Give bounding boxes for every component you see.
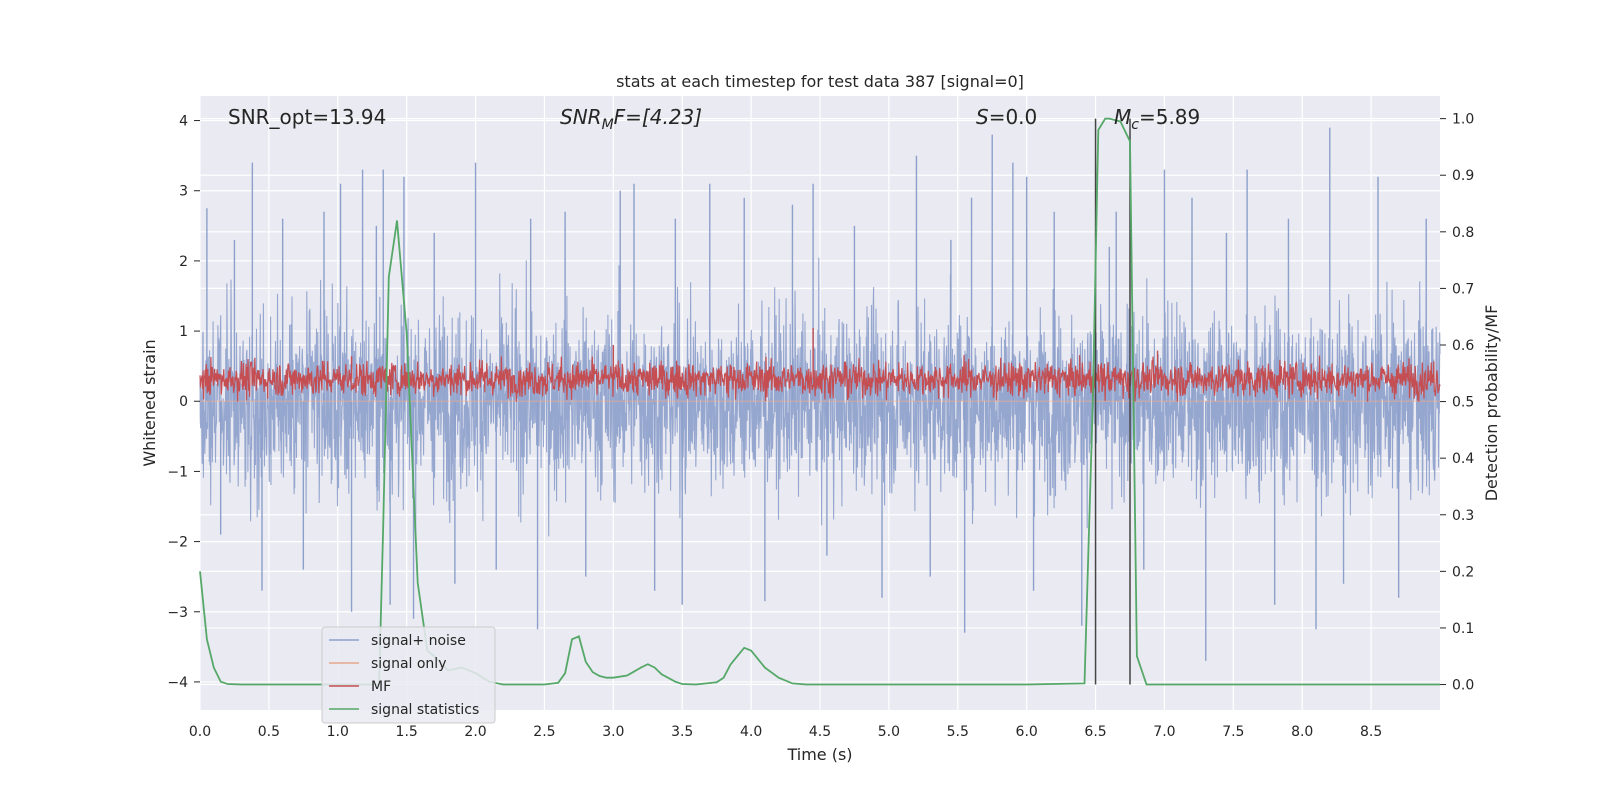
- y-right-tick-label: 0.6: [1452, 338, 1474, 354]
- x-tick-label: 5.5: [947, 724, 969, 740]
- x-tick-label: 7.5: [1222, 724, 1244, 740]
- mc-annotation: Mc=5.89: [1114, 105, 1200, 133]
- legend-label-stats: signal statistics: [371, 702, 479, 718]
- y-right-tick-label: 0.4: [1452, 451, 1474, 467]
- y-right-tick-label: 0.9: [1452, 168, 1474, 184]
- snr-mf-sub: M: [602, 117, 614, 133]
- ticks-layer: 0.0 0.5 1.0 1.5 2.0 2.5 3.0 3.5 4.0 4.5 5.0 5.5 6.0 6…: [167, 112, 1474, 740]
- legend-label-mf: MF: [371, 679, 391, 695]
- y-right-tick-label: 0.1: [1452, 621, 1474, 637]
- series-signal-statistics: [199, 117, 1440, 686]
- x-tick-label: 4.5: [809, 724, 831, 740]
- y-right-tick-label: 1.0: [1452, 112, 1474, 128]
- series-mf: [199, 354, 1441, 402]
- y-tick-label: 2: [179, 254, 188, 270]
- y-tick-label: −3: [167, 605, 188, 621]
- chart-title: stats at each timestep for test data 387…: [616, 72, 1024, 91]
- y-tick-label: −1: [167, 464, 188, 480]
- x-tick-label: 0.0: [189, 724, 211, 740]
- snr-mf-annotation: SNRMF=[4.23]: [560, 105, 702, 133]
- y-tick-label: −4: [167, 675, 188, 691]
- s-rest: =0.0: [989, 105, 1038, 129]
- legend-box: [321, 626, 496, 724]
- y-right-tick-label: 0.5: [1452, 395, 1474, 411]
- y-right-tick-label: 0.3: [1452, 508, 1474, 524]
- series-layer: [199, 117, 1441, 686]
- mc-main: M: [1114, 105, 1131, 129]
- y-right-tick-label: 0.8: [1452, 225, 1474, 241]
- mc-sub: c: [1131, 117, 1139, 133]
- y-axis-label: Whitened strain: [140, 339, 159, 466]
- x-tick-label: 6.0: [1016, 724, 1038, 740]
- x-tick-label: 1.5: [396, 724, 418, 740]
- y-right-axis-label: Detection probability/MF: [1482, 305, 1501, 502]
- snr-mf-rest: F=[4.23]: [614, 105, 702, 129]
- mc-rest: =5.89: [1139, 105, 1200, 129]
- legend-label-noise: signal+ noise: [371, 633, 466, 649]
- s-annotation: S=0.0: [976, 105, 1037, 129]
- snr-opt-annotation: SNR_opt=13.94: [228, 105, 386, 129]
- x-tick-label: 7.0: [1153, 724, 1175, 740]
- s-main: S: [976, 105, 989, 129]
- legend: signal+ noise signal only MF signal stat…: [321, 626, 496, 724]
- y-tick-label: 1: [179, 324, 188, 340]
- legend-label-signal-only: signal only: [371, 656, 446, 672]
- x-axis-label: Time (s): [786, 745, 852, 764]
- y-right-tick-label: 0.7: [1452, 281, 1474, 297]
- x-tick-label: 4.0: [740, 724, 762, 740]
- x-tick-label: 3.5: [671, 724, 693, 740]
- snr-mf-main: SNR: [560, 105, 602, 129]
- y-right-tick-label: 0.0: [1452, 678, 1474, 694]
- y-tick-label: −2: [167, 535, 188, 551]
- y-tick-label: 3: [179, 184, 188, 200]
- x-tick-label: 3.0: [602, 724, 624, 740]
- x-tick-label: 1.0: [327, 724, 349, 740]
- y-tick-label: 4: [179, 114, 188, 130]
- x-tick-label: 6.5: [1084, 724, 1106, 740]
- x-tick-label: 8.5: [1360, 724, 1382, 740]
- y-right-tick-label: 0.2: [1452, 564, 1474, 580]
- x-tick-label: 5.0: [878, 724, 900, 740]
- x-tick-label: 2.0: [464, 724, 486, 740]
- x-tick-label: 0.5: [258, 724, 280, 740]
- x-tick-label: 8.0: [1291, 724, 1313, 740]
- x-tick-label: 2.5: [533, 724, 555, 740]
- y-tick-label: 0: [179, 394, 188, 410]
